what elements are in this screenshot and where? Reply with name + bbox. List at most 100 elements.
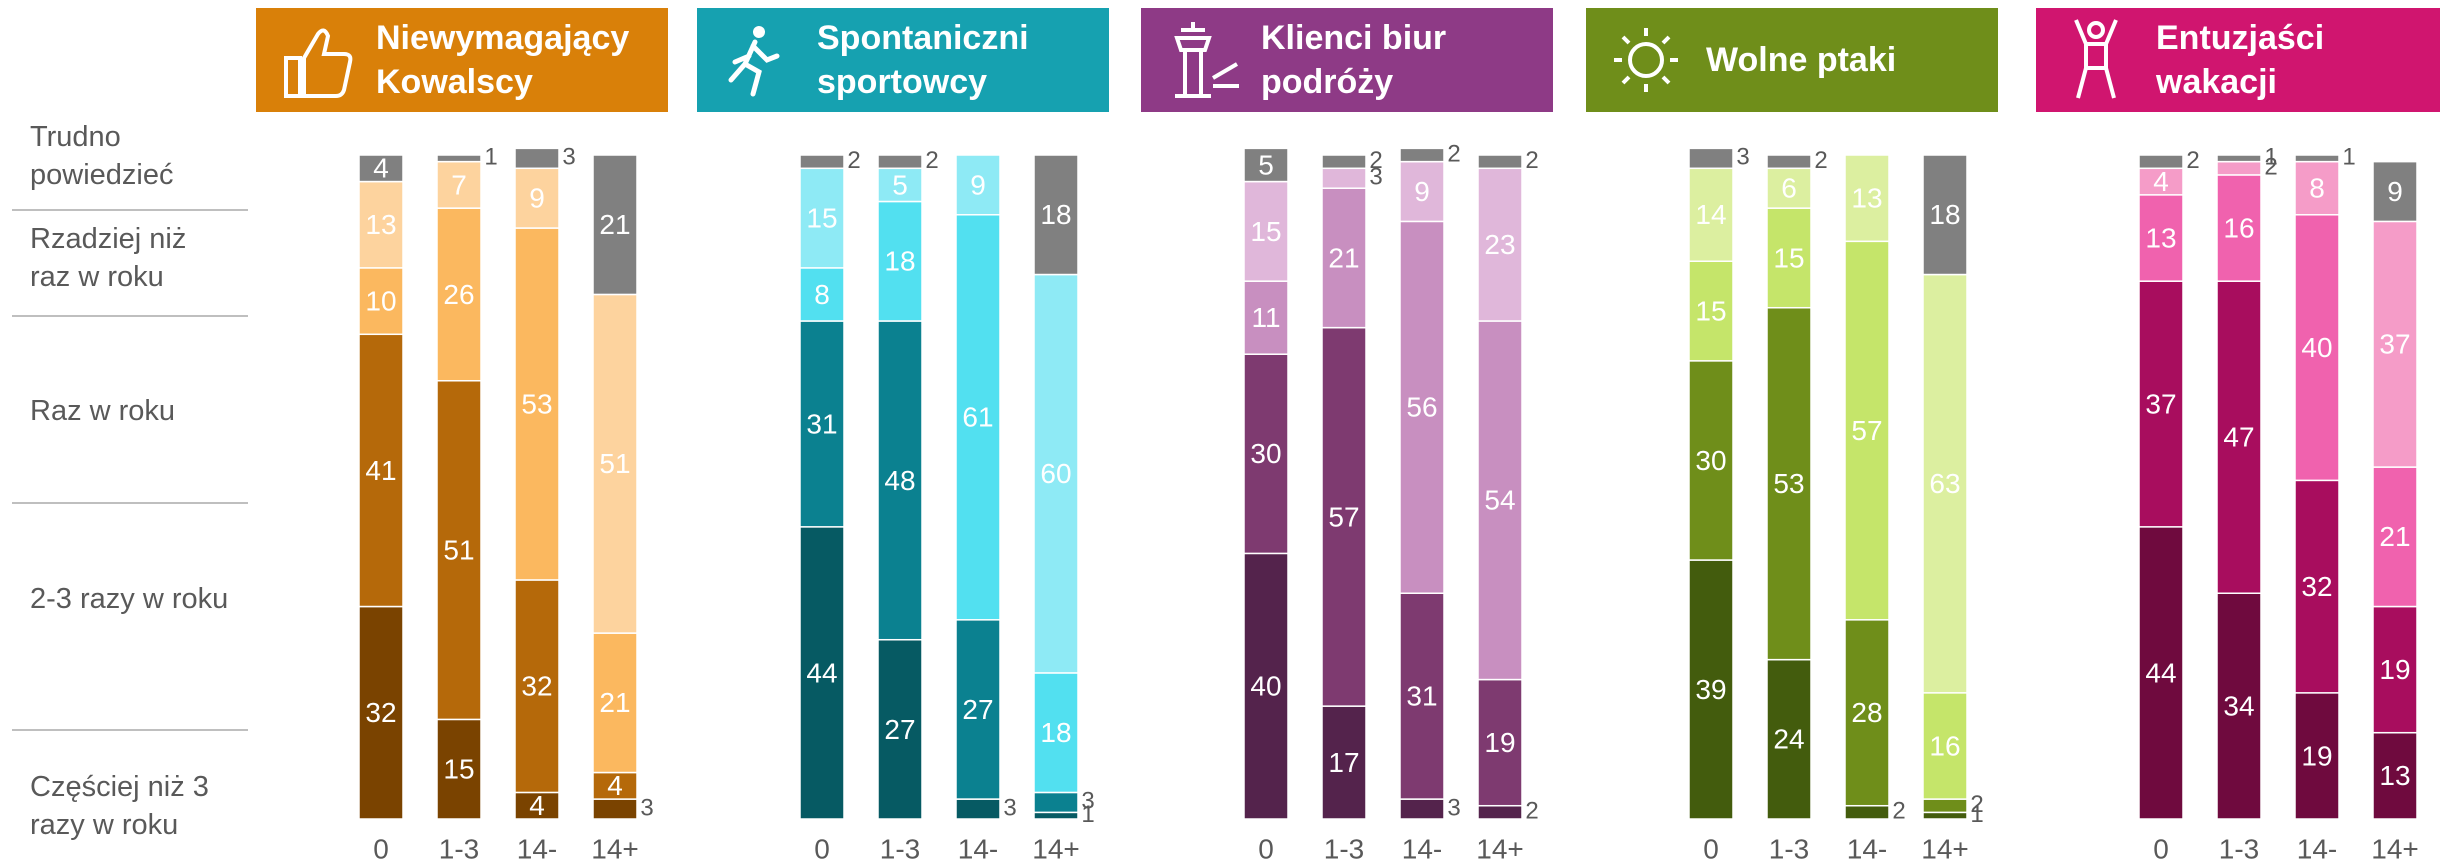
- bar-segment: [1688, 167, 1734, 262]
- value-label: 21: [599, 687, 630, 718]
- panel-title: Spontaniczni sportowcy: [817, 19, 1029, 101]
- value-label: 21: [599, 209, 630, 240]
- bar-segment: [799, 320, 845, 528]
- bar-segment: [1399, 798, 1445, 820]
- value-label: 23: [1484, 229, 1515, 260]
- value-label: 54: [1484, 485, 1515, 516]
- x-tick-label: 0: [373, 833, 389, 864]
- bar-segment: [592, 293, 638, 634]
- value-label: 21: [1328, 242, 1359, 273]
- value-label: 13: [2379, 760, 2410, 791]
- bar-segment: [1844, 804, 1890, 820]
- header-icon: [1174, 22, 1239, 98]
- bar-segment: [1033, 672, 1079, 794]
- header-icon: [728, 26, 780, 97]
- value-label: 15: [1695, 295, 1726, 326]
- value-label: 3: [1081, 788, 1094, 815]
- bar-segment: [1321, 167, 1367, 189]
- x-tick-label: 0: [2153, 833, 2169, 864]
- panel-header: Entuzjaści wakacji: [2036, 8, 2440, 112]
- bar-segment: [358, 333, 404, 608]
- bar-segment: [2372, 731, 2418, 820]
- bar-segment: [436, 207, 482, 382]
- bar-segment: [358, 605, 404, 820]
- value-label: 2: [2264, 154, 2277, 181]
- x-tick-label: 14-: [1847, 833, 1887, 864]
- bar-segment: [1922, 798, 1968, 814]
- value-label: 13: [365, 209, 396, 240]
- row-label: Trudno powiedzieć: [30, 121, 174, 191]
- bar-segment: [2216, 154, 2262, 163]
- value-label: 2: [925, 147, 938, 174]
- value-label: 2: [1525, 147, 1538, 174]
- value-label: 3: [640, 794, 653, 821]
- value-label: 39: [1695, 674, 1726, 705]
- x-tick-label: 0: [1703, 833, 1719, 864]
- bar-segment: [955, 798, 1001, 820]
- bar-segment: [2372, 466, 2418, 608]
- x-tick-label: 1-3: [2219, 833, 2259, 864]
- value-label: 31: [806, 408, 837, 439]
- value-label: 13: [1851, 183, 1882, 214]
- value-label: 18: [1040, 199, 1071, 230]
- bar-segment: [1688, 147, 1734, 170]
- bar-segment: [955, 154, 1001, 216]
- bar-segment: [514, 579, 560, 794]
- value-label: 32: [365, 697, 396, 728]
- value-label: 10: [365, 285, 396, 316]
- value-label: 2: [1525, 798, 1538, 825]
- value-label: 4: [529, 790, 545, 821]
- value-label: 2: [2186, 147, 2199, 174]
- bar-segment: [1766, 154, 1812, 170]
- bar-segment: [955, 619, 1001, 800]
- panel-header: Wolne ptaki: [1586, 8, 1998, 112]
- value-label: 18: [1040, 717, 1071, 748]
- bar-segment: [1399, 220, 1445, 594]
- panel-title: Niewymagający Kowalscy: [376, 19, 630, 101]
- bar-segment: [1844, 240, 1890, 621]
- value-label: 3: [1736, 144, 1749, 171]
- value-label: 48: [884, 465, 915, 496]
- bar-segment: [436, 154, 482, 163]
- value-label: 3: [1369, 164, 1382, 191]
- value-label: 18: [884, 246, 915, 277]
- value-label: 56: [1406, 392, 1437, 423]
- value-label: 32: [521, 671, 552, 702]
- value-label: 19: [2301, 740, 2332, 771]
- value-label: 27: [962, 694, 993, 725]
- value-label: 53: [521, 388, 552, 419]
- x-tick-label: 1-3: [880, 833, 920, 864]
- value-label: 47: [2223, 422, 2254, 453]
- bar-segment: [799, 267, 845, 322]
- bar-segment: [1477, 804, 1523, 820]
- bar-segment: [2294, 692, 2340, 820]
- bar-segment: [1033, 154, 1079, 276]
- value-label: 19: [2379, 654, 2410, 685]
- value-label: 13: [2145, 222, 2176, 253]
- value-label: 9: [529, 183, 545, 214]
- value-label: 16: [1929, 730, 1960, 761]
- value-label: 1: [1081, 801, 1094, 828]
- x-tick-label: 1-3: [1769, 833, 1809, 864]
- value-label: 1: [484, 144, 497, 171]
- bar-segment: [1922, 692, 1968, 800]
- bar-segment: [799, 526, 845, 820]
- row-label: Częściej niż 3 razy w roku: [30, 771, 209, 841]
- value-label: 2: [1814, 147, 1827, 174]
- x-tick-label: 14+: [1476, 833, 1524, 864]
- value-label: 28: [1851, 697, 1882, 728]
- x-tick-label: 14+: [1921, 833, 1969, 864]
- value-label: 51: [443, 534, 474, 565]
- value-label: 9: [1414, 176, 1430, 207]
- header-icon: [284, 28, 353, 98]
- value-label: 63: [1929, 468, 1960, 499]
- panel-title: Klienci biur podróży: [1261, 19, 1447, 101]
- bar-segment: [1688, 559, 1734, 820]
- bar-segment: [514, 227, 560, 581]
- value-label: 2: [1892, 798, 1905, 825]
- bar-segment: [1033, 791, 1079, 814]
- row-label: 2-3 razy w roku: [30, 583, 229, 615]
- bar-segment: [1922, 154, 1968, 276]
